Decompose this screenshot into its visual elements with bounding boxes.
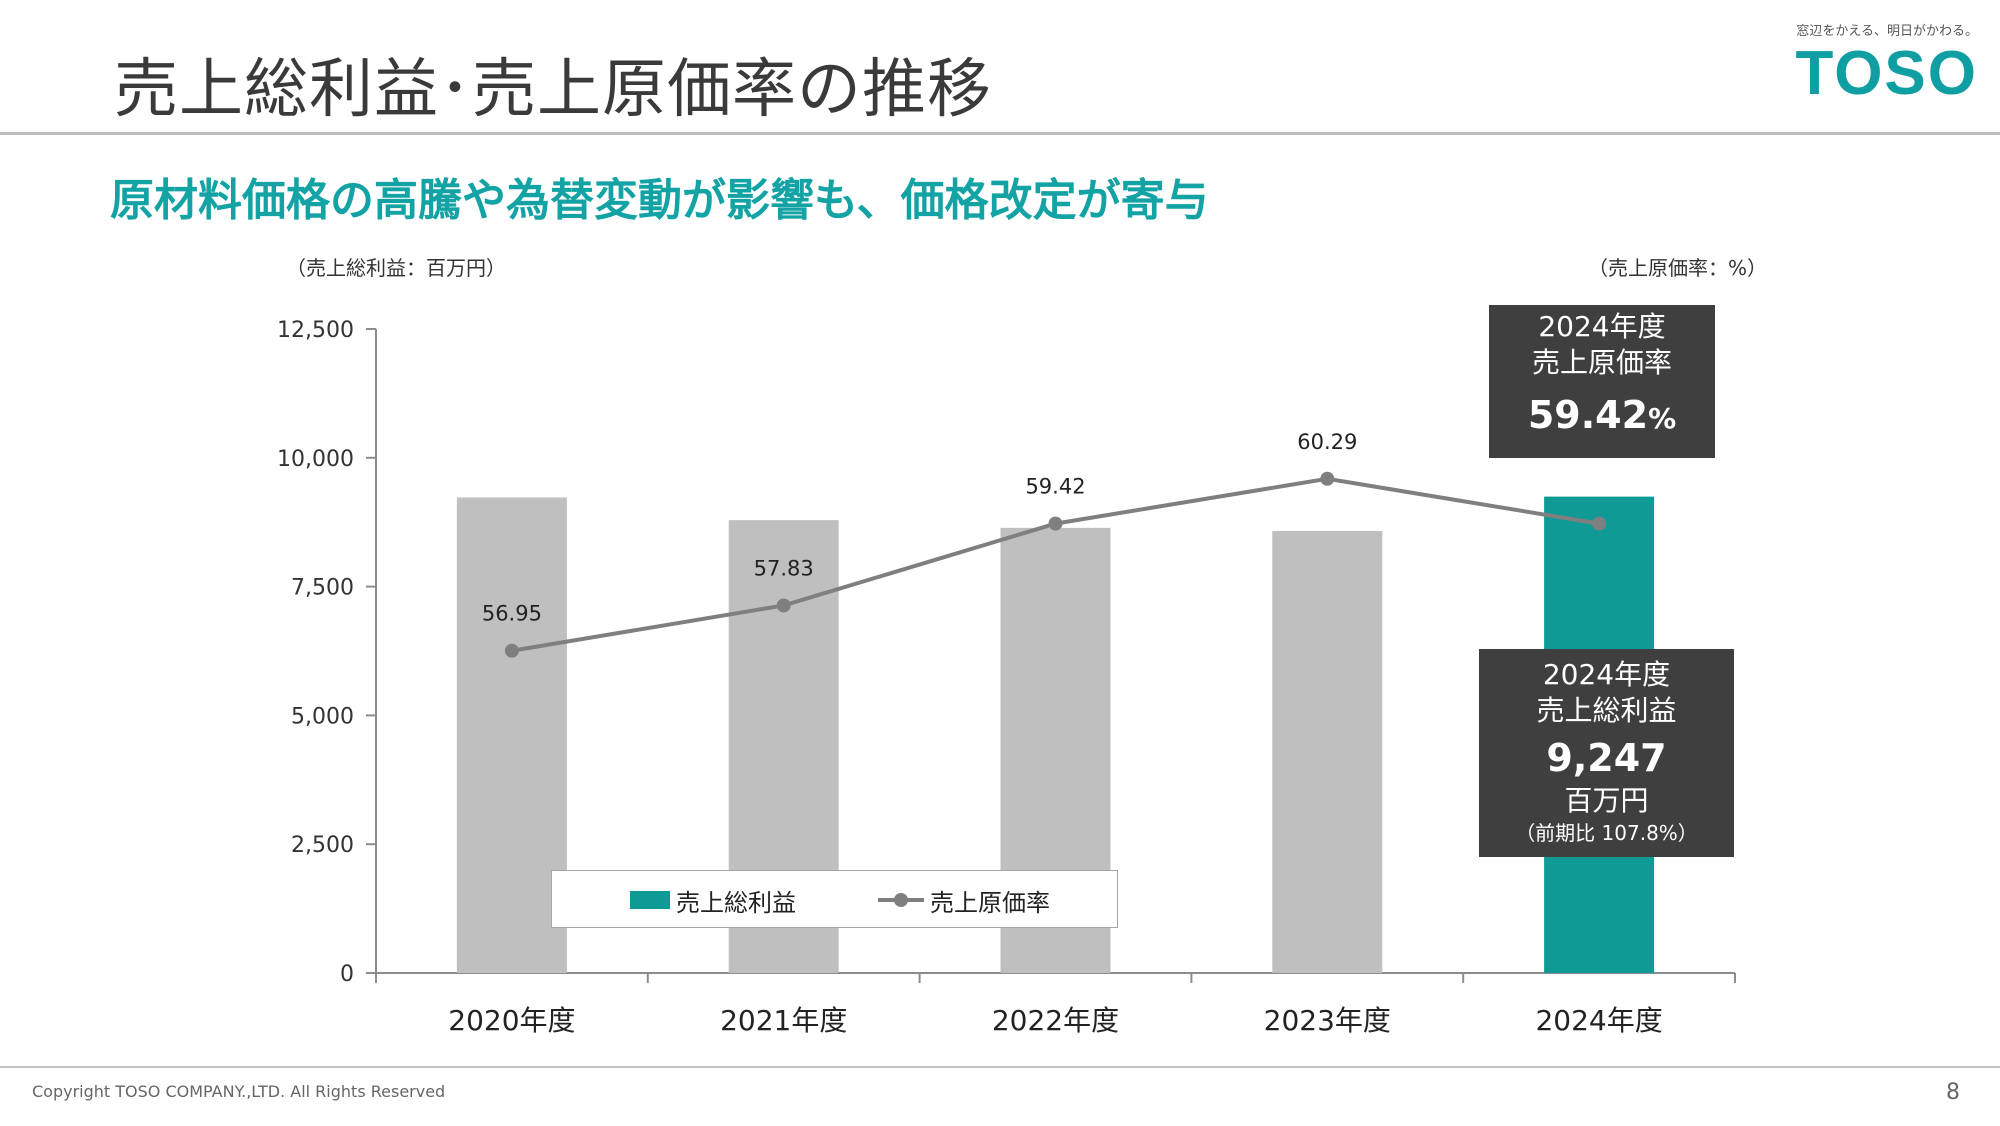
cost-ratio-data-label: 57.83 [754,556,814,580]
cost-ratio-point [1592,516,1607,531]
y-tick-label: 5,000 [291,704,354,729]
cost-ratio-data-label: 59.42 [1025,475,1085,499]
y-tick-label: 0 [340,962,354,987]
logo-tagline: 窓辺をかえる、明日がかわる。 [1796,24,1978,39]
legend-bar-swatch [630,891,670,909]
legend-line-label: 売上原価率 [930,888,1050,917]
callout-rate-label: 売上原価率 [1531,346,1672,379]
callout-rate-value: 59.42 [1527,393,1649,437]
callout-rate-value-wrap: 59.42% [1489,393,1715,437]
y-tick-label: 10,000 [277,447,354,472]
callout-profit-label: 売上総利益 [1536,694,1677,727]
copyright-text: Copyright TOSO COMPANY.,LTD. All Rights … [32,1082,446,1101]
callout-profit-value: 9,247 [1546,736,1667,780]
callout-rate-year: 2024年度 [1538,310,1666,343]
right-axis-unit: （売上原価率：%） [1588,256,1768,280]
bar-gross-profit [456,497,567,973]
cost-ratio-data-label: 56.95 [482,602,542,626]
y-tick-label: 2,500 [291,833,354,858]
x-tick-label: 2020年度 [448,1004,575,1037]
legend-line-swatch [878,893,924,907]
page-number: 8 [1946,1080,1960,1105]
x-tick-label: 2023年度 [1264,1004,1391,1037]
footer-divider [0,1066,2000,1068]
x-tick-label: 2024年度 [1535,1004,1662,1037]
gross-profit-callout: 2024年度 売上総利益 9,247 百万円 （前期比 107.8%） [1479,649,1734,857]
cost-ratio-point [776,598,791,613]
page-title: 売上総利益･売上原価率の推移 [114,53,992,127]
y-tick-label: 7,500 [291,576,354,601]
left-axis-unit: （売上総利益：百万円） [286,256,506,280]
cost-ratio-callout: 2024年度 売上原価率 59.42% [1489,305,1715,458]
cost-ratio-point [1320,471,1335,486]
bar-gross-profit [1272,530,1383,973]
company-logo: 窓辺をかえる、明日がかわる。 TOSO [1795,20,1978,105]
x-tick-label: 2021年度 [720,1004,847,1037]
y-tick-label: 12,500 [277,318,354,343]
cost-ratio-point [504,643,519,658]
title-divider [0,132,2000,135]
legend-bar-label: 売上総利益 [676,888,796,917]
logo-wordmark: TOSO [1795,39,1978,108]
callout-profit-year: 2024年度 [1542,658,1671,691]
legend-item-gross-profit: 売上総利益 [630,885,1195,917]
callout-rate-suffix: % [1648,402,1677,435]
chart-legend: 売上総利益 売上原価率 [551,870,1118,928]
headline-subtitle: 原材料価格の高騰や為替変動が影響も、価格改定が寄与 [110,175,1209,226]
x-tick-label: 2022年度 [992,1004,1119,1037]
callout-profit-yoy: （前期比 107.8%） [1515,821,1698,845]
cost-ratio-point [1048,516,1063,531]
legend-item-cost-ratio: 売上原価率 [878,885,1050,917]
callout-profit-unit: 百万円 [1564,784,1649,817]
cost-ratio-data-label: 60.29 [1297,430,1357,454]
